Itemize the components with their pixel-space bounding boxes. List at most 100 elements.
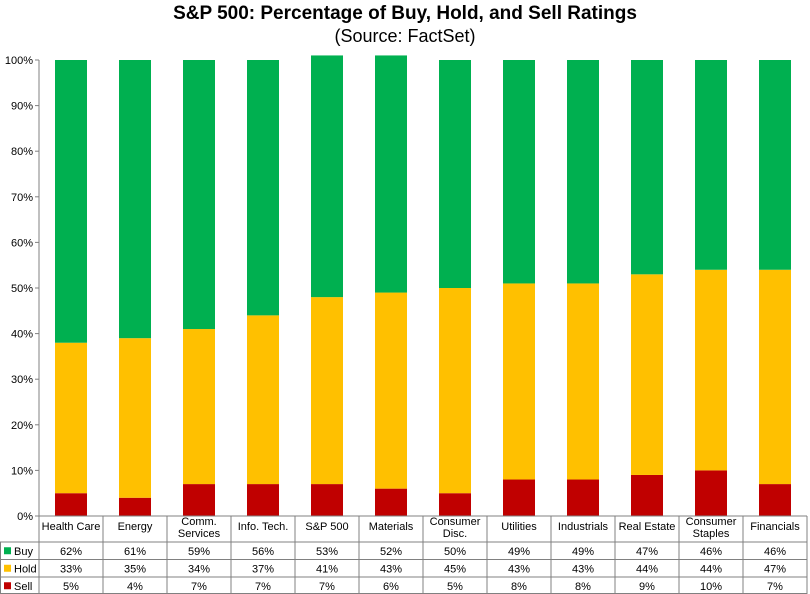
y-tick-label: 10%	[11, 465, 33, 477]
data-label-sell: 6%	[383, 581, 399, 593]
y-tick-label: 80%	[11, 146, 33, 158]
bar-sell-segment	[695, 470, 727, 516]
x-category-label-line: Health Care	[42, 521, 101, 533]
data-label-hold: 43%	[572, 563, 594, 575]
bar-buy-segment	[311, 55, 343, 298]
y-tick-label: 20%	[11, 420, 33, 432]
bar-hold-segment	[247, 315, 279, 485]
bar-buy-segment	[375, 55, 407, 293]
data-label-hold: 43%	[508, 563, 530, 575]
x-category-label-line: Consumer	[430, 516, 481, 528]
bar-hold-segment	[439, 288, 471, 494]
x-category-label-line: Info. Tech.	[238, 521, 289, 533]
bar-hold-segment	[119, 338, 151, 498]
bar-buy-segment	[439, 60, 471, 288]
data-label-buy: 61%	[124, 546, 146, 558]
bar-hold-segment	[695, 269, 727, 471]
y-tick-label: 0%	[17, 511, 33, 523]
legend-swatch-sell	[4, 582, 11, 590]
legend-swatch-buy	[4, 547, 11, 555]
x-category-label-line: Financials	[750, 521, 800, 533]
x-category-label: Industrials	[558, 521, 609, 533]
data-label-buy: 46%	[700, 546, 722, 558]
bar-sell-segment	[247, 484, 279, 516]
data-label-buy: 47%	[636, 546, 658, 558]
bar-hold-segment	[375, 292, 407, 489]
data-label-sell: 8%	[575, 581, 591, 593]
bar-sell-segment	[503, 479, 535, 516]
bar-sell-segment	[55, 493, 87, 516]
bar-buy-segment	[183, 60, 215, 330]
x-category-label: Financials	[750, 521, 800, 533]
data-label-sell: 7%	[767, 581, 783, 593]
data-label-hold: 34%	[188, 563, 210, 575]
bar-buy-segment	[119, 60, 151, 339]
data-label-sell: 5%	[63, 581, 79, 593]
x-category-label: Comm. Services	[178, 516, 221, 540]
bar-sell-segment	[631, 474, 663, 516]
legend-label-sell: Sell	[14, 581, 32, 593]
x-category-label: Real Estate	[619, 521, 676, 533]
bar-hold-segment	[567, 283, 599, 480]
x-category-label: Utilities	[501, 521, 537, 533]
y-tick-label: 60%	[11, 237, 33, 249]
y-tick-label: 40%	[11, 329, 33, 341]
data-label-hold: 45%	[444, 563, 466, 575]
y-tick-label: 90%	[11, 101, 33, 113]
bar-sell-segment	[119, 497, 151, 516]
data-label-hold: 44%	[636, 563, 658, 575]
bars	[55, 55, 791, 516]
bar-buy-segment	[567, 60, 599, 284]
x-category-label-line: Utilities	[501, 521, 537, 533]
bar-hold-segment	[759, 269, 791, 485]
y-axis: 0% 10% 20% 30% 40% 50% 60% 70% 80% 90% 100%	[5, 55, 40, 594]
data-label-hold: 44%	[700, 563, 722, 575]
bar-buy-segment	[55, 60, 87, 343]
data-label-sell: 10%	[700, 581, 722, 593]
bar-hold-segment	[311, 297, 343, 485]
bar-sell-segment	[183, 484, 215, 516]
bar-sell-segment	[759, 484, 791, 516]
x-category-label: Consumer Staples	[686, 516, 737, 540]
bar-sell-segment	[567, 479, 599, 516]
x-category-label-line: Comm.	[181, 516, 216, 528]
data-label-buy: 49%	[508, 546, 530, 558]
chart-title: S&P 500: Percentage of Buy, Hold, and Se…	[173, 3, 637, 24]
y-tick-label: 30%	[11, 374, 33, 386]
bar-buy-segment	[695, 60, 727, 270]
bar-hold-segment	[631, 274, 663, 475]
data-label-buy: 62%	[60, 546, 82, 558]
bar-hold-segment	[183, 329, 215, 485]
y-tick-label: 50%	[11, 283, 33, 295]
x-category-label-line: Staples	[693, 528, 730, 540]
x-category-label: Health Care	[42, 521, 101, 533]
data-label-buy: 49%	[572, 546, 594, 558]
data-label-hold: 41%	[316, 563, 338, 575]
x-category-label-line: Disc.	[443, 528, 467, 540]
x-category-label: S&P 500	[305, 521, 348, 533]
data-label-sell: 4%	[127, 581, 143, 593]
data-label-sell: 7%	[191, 581, 207, 593]
bar-sell-segment	[311, 484, 343, 516]
x-category-label: Energy	[118, 521, 153, 533]
x-category-label-line: Materials	[369, 521, 414, 533]
data-label-buy: 53%	[316, 546, 338, 558]
data-label-buy: 59%	[188, 546, 210, 558]
x-category-label-line: Industrials	[558, 521, 609, 533]
data-label-buy: 56%	[252, 546, 274, 558]
y-tick-label: 70%	[11, 192, 33, 204]
legend-label-buy: Buy	[14, 546, 33, 558]
data-label-hold: 37%	[252, 563, 274, 575]
chart-subtitle: (Source: FactSet)	[334, 26, 475, 46]
data-label-buy: 46%	[764, 546, 786, 558]
x-category-label-line: Consumer	[686, 516, 737, 528]
data-label-sell: 8%	[511, 581, 527, 593]
data-label-hold: 43%	[380, 563, 402, 575]
data-label-buy: 52%	[380, 546, 402, 558]
data-label-sell: 7%	[319, 581, 335, 593]
x-category-label-line: Services	[178, 528, 221, 540]
x-category-label-line: S&P 500	[305, 521, 348, 533]
x-category-label-line: Real Estate	[619, 521, 676, 533]
x-category-label: Materials	[369, 521, 414, 533]
data-label-buy: 50%	[444, 546, 466, 558]
